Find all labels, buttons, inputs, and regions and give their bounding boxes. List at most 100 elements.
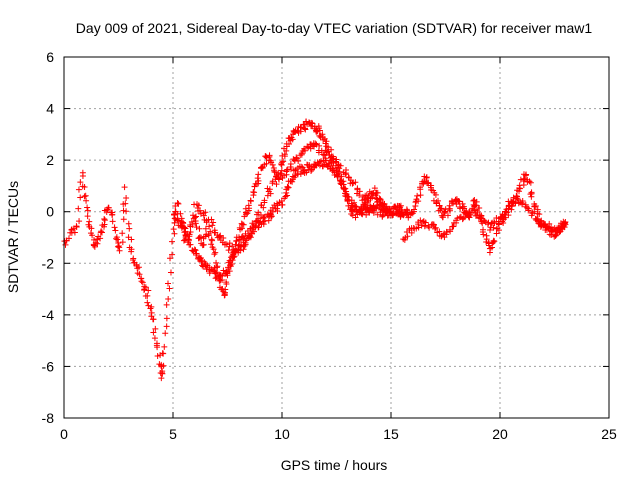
data-point	[101, 216, 108, 223]
data-point	[150, 329, 157, 336]
data-point	[430, 221, 437, 228]
data-point	[417, 192, 424, 199]
data-point	[98, 229, 105, 236]
data-point	[446, 205, 453, 212]
data-point	[252, 222, 259, 229]
data-point	[344, 198, 351, 205]
data-point	[353, 203, 360, 210]
data-point	[168, 238, 175, 245]
data-point	[220, 235, 227, 242]
data-point	[337, 180, 344, 187]
data-point	[292, 167, 299, 174]
data-point	[213, 259, 220, 266]
data-point	[491, 238, 498, 245]
y-tick-label: 2	[46, 152, 54, 168]
data-point	[308, 119, 315, 126]
data-point	[120, 216, 127, 223]
data-point	[447, 228, 454, 235]
data-point	[171, 215, 178, 222]
data-point	[121, 184, 128, 191]
data-point	[158, 375, 165, 382]
data-point	[181, 224, 188, 231]
data-point	[527, 179, 534, 186]
y-tick-label: 4	[46, 101, 54, 117]
data-point	[362, 199, 369, 206]
data-point	[495, 220, 502, 227]
data-point	[119, 230, 126, 237]
data-point	[265, 217, 272, 224]
data-point	[109, 209, 116, 216]
data-point	[301, 125, 308, 132]
data-point	[269, 161, 276, 168]
data-point	[422, 222, 429, 229]
data-point	[86, 218, 93, 225]
data-point	[349, 180, 356, 187]
data-point	[195, 202, 202, 209]
data-point	[258, 165, 265, 172]
data-point	[77, 179, 84, 186]
data-point	[426, 224, 433, 231]
data-point	[536, 211, 543, 218]
data-point	[330, 155, 337, 162]
data-point	[81, 183, 88, 190]
data-point	[208, 241, 215, 248]
x-tick-label: 25	[601, 426, 617, 442]
data-point	[284, 192, 291, 199]
data-point	[166, 285, 173, 292]
data-point	[352, 203, 359, 210]
data-point	[268, 213, 275, 220]
data-point	[230, 254, 237, 261]
data-point	[404, 207, 411, 214]
data-point	[478, 212, 485, 219]
data-point	[148, 313, 155, 320]
data-point	[270, 167, 277, 174]
data-point	[192, 247, 199, 254]
data-point	[244, 210, 251, 217]
data-point	[364, 198, 371, 205]
data-point	[201, 259, 208, 266]
data-point	[169, 251, 176, 258]
data-point	[225, 266, 232, 273]
data-point	[284, 183, 291, 190]
data-point	[308, 166, 315, 173]
data-point	[151, 335, 158, 342]
data-point	[188, 218, 195, 225]
data-point	[351, 199, 358, 206]
data-point	[456, 198, 463, 205]
data-point	[145, 287, 152, 294]
data-point	[490, 237, 497, 244]
data-point	[313, 128, 320, 135]
data-point	[320, 151, 327, 158]
data-point	[241, 242, 248, 249]
data-point	[437, 205, 444, 212]
data-point	[62, 241, 69, 248]
data-point	[178, 223, 185, 230]
data-point	[75, 205, 82, 212]
data-point	[263, 160, 270, 167]
data-point	[313, 141, 320, 148]
data-point	[525, 205, 532, 212]
data-point	[112, 227, 119, 234]
data-point	[216, 233, 223, 240]
data-point	[125, 220, 132, 227]
data-point	[472, 202, 479, 209]
data-point	[79, 172, 86, 179]
data-point	[98, 228, 105, 235]
data-point	[495, 227, 502, 234]
data-point	[236, 224, 243, 231]
data-point	[167, 269, 174, 276]
data-point	[116, 247, 123, 254]
data-point	[89, 232, 96, 239]
data-point	[196, 207, 203, 214]
data-point	[261, 199, 268, 206]
data-point	[123, 208, 130, 215]
data-point	[232, 241, 239, 248]
data-point	[467, 211, 474, 218]
data-point	[453, 201, 460, 208]
data-point	[508, 199, 515, 206]
y-axis-label: SDTVAR / TECUs	[5, 181, 21, 293]
data-point	[240, 246, 247, 253]
data-point	[209, 222, 216, 229]
x-tick-label: 15	[383, 426, 399, 442]
